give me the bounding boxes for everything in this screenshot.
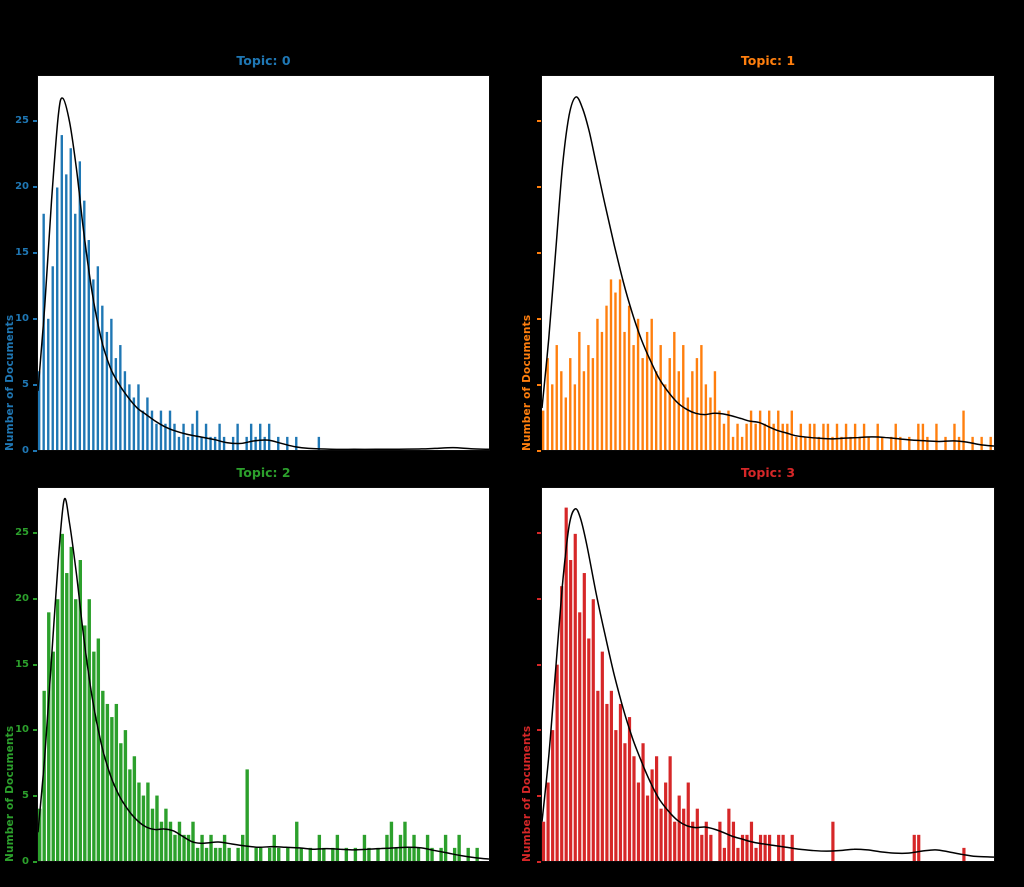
y-tick-mark	[33, 186, 37, 189]
y-tick-mark	[33, 597, 37, 600]
y-tick-mark	[537, 120, 541, 123]
y-tick-label: 15	[15, 247, 29, 259]
y-tick-mark	[33, 532, 37, 535]
y-tick-mark	[537, 186, 541, 189]
plot-area	[37, 75, 490, 451]
subplot-topic-1: Topic: 1 Number of Documents	[521, 53, 995, 452]
histogram-bars	[38, 533, 479, 861]
y-tick-mark	[537, 532, 541, 535]
y-tick-label: 25	[15, 527, 29, 539]
y-tick-mark	[33, 861, 37, 863]
y-tick-mark	[33, 450, 37, 452]
kde-curve	[542, 507, 994, 858]
y-tick-label: 5	[22, 379, 29, 391]
histogram-bars	[38, 135, 321, 450]
kde-curve	[38, 497, 489, 860]
y-tick-mark	[537, 450, 541, 452]
histogram-bars	[542, 507, 966, 861]
y-tick-mark	[33, 318, 37, 321]
y-tick-label: 0	[22, 856, 29, 867]
y-tick-label: 15	[15, 658, 29, 670]
y-tick-mark	[33, 120, 37, 123]
y-axis-ticks: 0 5 10 15 20 25	[0, 75, 37, 456]
y-tick-mark	[33, 795, 37, 798]
plot-area	[541, 487, 995, 862]
y-tick-mark	[537, 795, 541, 798]
y-tick-mark	[33, 729, 37, 732]
histogram-svg	[542, 507, 994, 861]
subplot-topic-2: Topic: 2 Number of Documents 0 5 10 15 20 25	[4, 465, 490, 867]
y-tick-label: 20	[15, 181, 29, 193]
y-tick-mark	[537, 729, 541, 732]
y-axis-ticks: 0 5 10 15 20 25	[0, 487, 37, 867]
y-tick-mark	[537, 318, 541, 321]
y-tick-mark	[33, 384, 37, 387]
kde-curve	[38, 97, 489, 450]
subplot-title: Topic: 0	[236, 53, 291, 68]
histogram-svg	[542, 96, 994, 450]
y-tick-label: 25	[15, 115, 29, 127]
plot-area	[541, 75, 995, 451]
subplot-title: Topic: 3	[740, 465, 796, 480]
subplot-topic-0: Topic: 0 Number of Documents 0 5 10 15 20 25	[4, 53, 490, 456]
histogram-svg	[38, 97, 489, 450]
plot-area	[37, 487, 490, 862]
y-tick-label: 10	[15, 724, 29, 736]
y-tick-mark	[33, 663, 37, 666]
y-tick-label: 0	[22, 445, 29, 456]
subplot-title: Topic: 1	[740, 53, 796, 68]
kde-curve	[542, 96, 994, 447]
histogram-bars	[542, 279, 992, 450]
y-tick-mark	[537, 252, 541, 255]
y-tick-label: 10	[15, 313, 29, 325]
y-tick-label: 20	[15, 592, 29, 604]
subplot-title: Topic: 2	[236, 465, 291, 480]
y-axis-ticks	[503, 487, 541, 863]
histogram-svg	[38, 497, 489, 861]
y-axis-ticks	[503, 75, 541, 452]
y-tick-mark	[537, 597, 541, 600]
y-tick-mark	[537, 861, 541, 863]
y-tick-mark	[537, 663, 541, 666]
y-tick-mark	[537, 384, 541, 387]
y-tick-label: 5	[22, 790, 29, 802]
y-tick-mark	[33, 252, 37, 255]
subplot-topic-3: Topic: 3 Number of Documents	[521, 465, 995, 863]
